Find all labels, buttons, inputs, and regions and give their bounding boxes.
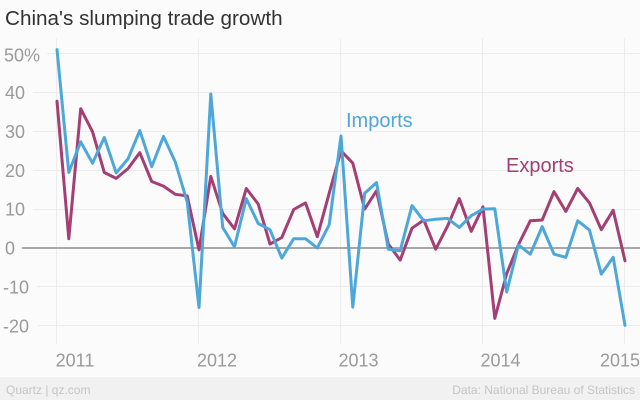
svg-text:-20: -20 bbox=[3, 316, 29, 336]
svg-text:10: 10 bbox=[5, 200, 25, 220]
svg-text:2015: 2015 bbox=[600, 351, 640, 371]
svg-text:Imports: Imports bbox=[346, 110, 413, 132]
svg-text:2011: 2011 bbox=[56, 351, 95, 371]
svg-text:20: 20 bbox=[5, 161, 25, 181]
svg-text:2014: 2014 bbox=[480, 351, 520, 371]
svg-text:Exports: Exports bbox=[506, 155, 574, 177]
svg-text:50%: 50% bbox=[4, 45, 40, 65]
svg-text:40: 40 bbox=[5, 83, 25, 103]
svg-text:2013: 2013 bbox=[338, 351, 378, 371]
svg-text:0: 0 bbox=[5, 239, 15, 259]
svg-text:30: 30 bbox=[5, 122, 25, 142]
svg-text:-10: -10 bbox=[3, 278, 29, 298]
svg-text:Quartz | qz.com: Quartz | qz.com bbox=[6, 383, 90, 397]
svg-text:China's slumping trade growth: China's slumping trade growth bbox=[5, 7, 283, 30]
svg-text:Data: National Bureau of Stati: Data: National Bureau of Statistics bbox=[452, 383, 635, 397]
svg-text:2012: 2012 bbox=[197, 351, 237, 371]
